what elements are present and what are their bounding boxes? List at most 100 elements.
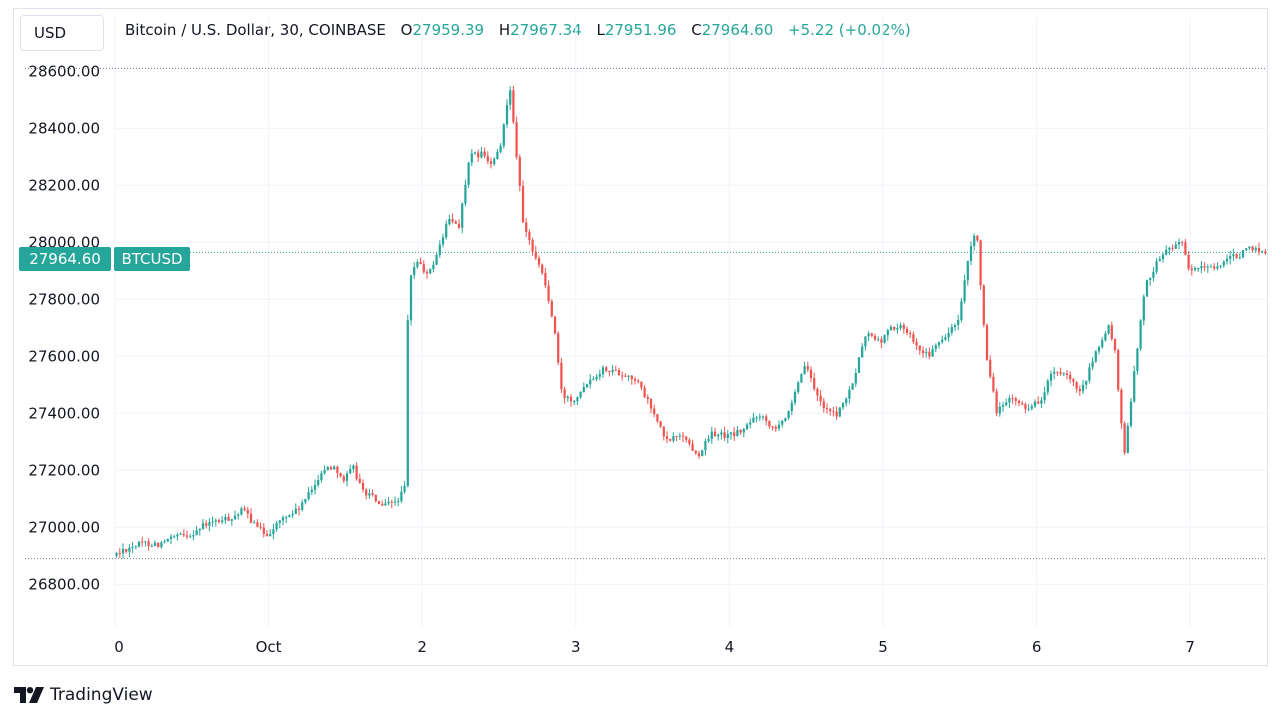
candle-body	[941, 339, 944, 343]
candle-body	[1257, 248, 1261, 252]
candle-body	[297, 508, 301, 510]
candle-body	[1197, 267, 1200, 269]
candle-body	[403, 485, 406, 492]
candle-body	[237, 514, 240, 516]
candle-body	[598, 374, 601, 377]
candle-body	[713, 431, 717, 437]
candle-body	[230, 519, 233, 521]
x-tick-label: 6	[1032, 638, 1042, 656]
candle-body	[358, 478, 361, 483]
candle-body	[390, 501, 393, 503]
candle-body	[320, 473, 323, 481]
candle-body	[1113, 338, 1117, 351]
candle-body	[1049, 373, 1053, 381]
candle-body	[160, 542, 163, 547]
x-tick-label: 5	[878, 638, 888, 656]
candle-body	[1248, 246, 1251, 249]
candle-body	[329, 466, 333, 470]
candle-body	[569, 396, 573, 402]
candle-body	[304, 499, 307, 503]
candle-body	[877, 339, 880, 341]
candle-body	[685, 436, 688, 440]
tradingview-logo[interactable]: TradingView	[14, 684, 153, 706]
candle-body	[653, 408, 656, 415]
candle-body	[1225, 258, 1229, 262]
candle-body	[352, 465, 355, 470]
candle-body	[473, 152, 477, 154]
currency-selector[interactable]: USD	[20, 15, 104, 51]
candle-body	[179, 533, 182, 535]
candle-body	[829, 409, 832, 412]
brand-name: TradingView	[50, 685, 153, 705]
x-tick-label: 3	[571, 638, 581, 656]
candle-body	[355, 465, 358, 479]
candle-body	[1149, 277, 1152, 281]
candle-body	[985, 324, 989, 360]
candle-body	[1014, 398, 1017, 401]
candle-body	[221, 520, 224, 523]
candle-body	[1203, 266, 1206, 268]
candle-body	[1033, 401, 1037, 407]
candle-body	[998, 406, 1001, 414]
candle-body	[589, 379, 592, 385]
candle-body	[905, 328, 909, 333]
candle-body	[525, 222, 528, 232]
candle-body	[115, 552, 118, 556]
candle-body	[227, 516, 230, 521]
candle-body	[528, 231, 531, 241]
candle-body	[464, 184, 467, 204]
candle-body	[745, 424, 749, 429]
candle-body	[701, 450, 704, 457]
candle-body	[1181, 242, 1184, 244]
candle-body	[973, 235, 976, 246]
change-value: +5.22 (+0.02%)	[788, 21, 911, 39]
candle-body	[1209, 266, 1213, 268]
candle-body	[1117, 350, 1120, 390]
candle-body	[605, 367, 608, 371]
candle-body	[864, 336, 867, 347]
high-label: H	[498, 21, 511, 39]
candle-body	[656, 414, 659, 422]
candle-body	[387, 501, 390, 504]
candle-body	[1030, 406, 1033, 409]
candle-body	[694, 450, 697, 454]
candle-body	[163, 541, 166, 543]
candle-body	[787, 410, 790, 419]
candle-body	[541, 264, 544, 273]
symbol-title: Bitcoin / U.S. Dollar, 30, COINBASE	[125, 21, 386, 39]
candle-body	[627, 375, 630, 377]
y-tick-label: 27400.00	[28, 404, 100, 422]
candle-body	[262, 527, 265, 534]
candle-body	[419, 262, 422, 264]
candle-body	[189, 536, 192, 538]
candle-body	[377, 501, 381, 505]
candle-body	[595, 376, 598, 380]
candle-body	[256, 522, 259, 527]
candle-body	[1139, 320, 1142, 349]
candle-body	[393, 501, 397, 503]
candle-body	[643, 387, 646, 398]
candle-body	[563, 389, 566, 399]
candle-body	[1021, 403, 1024, 405]
candle-body	[544, 272, 547, 286]
ohlc-legend: Bitcoin / U.S. Dollar, 30, COINBASE O279…	[125, 21, 911, 39]
candle-body	[608, 370, 611, 372]
candle-body	[400, 491, 403, 502]
candle-body	[397, 501, 400, 503]
candle-body	[1174, 244, 1177, 249]
candle-body	[953, 324, 957, 328]
x-tick-label: Oct	[256, 638, 282, 656]
candle-body	[1056, 371, 1059, 373]
candle-body	[374, 494, 377, 502]
candle-body	[1024, 404, 1027, 409]
candle-body	[381, 504, 384, 506]
candle-body	[976, 235, 979, 241]
candle-body	[624, 375, 627, 377]
candle-body	[515, 122, 518, 158]
x-tick-label: 2	[417, 638, 427, 656]
candle-body	[880, 339, 883, 343]
candle-body	[169, 536, 173, 540]
candle-body	[365, 489, 368, 496]
candle-body	[720, 432, 723, 435]
